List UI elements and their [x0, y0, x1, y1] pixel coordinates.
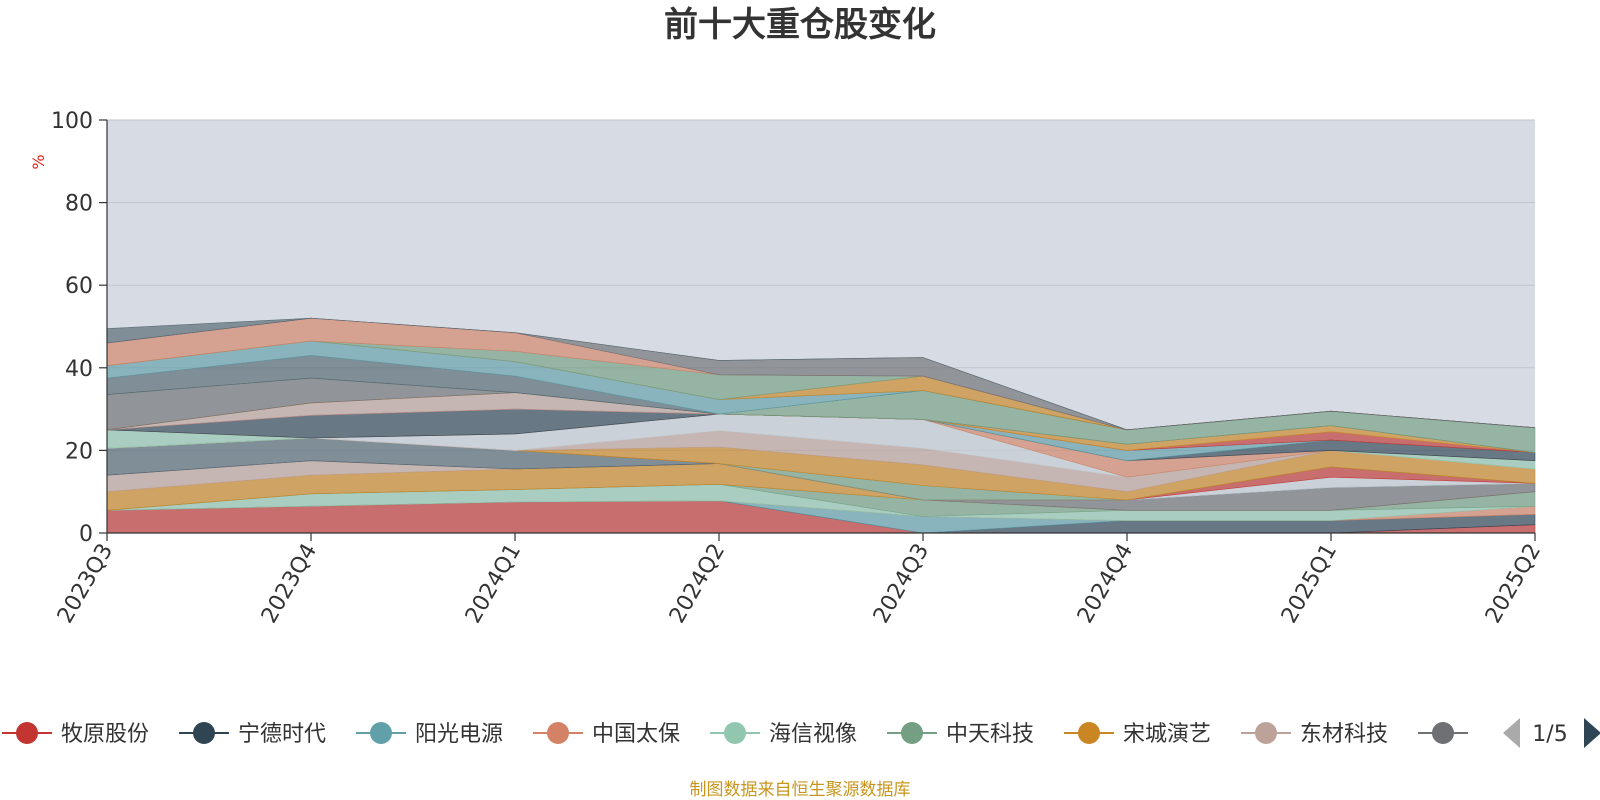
- y-tick-label-2: 40: [65, 357, 93, 382]
- legend-items: 牧原股份 宁德时代 阳光电源 中国太保 海信视像 中天科技 宋城演艺 东材科技: [2, 722, 1468, 747]
- legend-circle-icon: [1432, 722, 1454, 744]
- legend-label: 宁德时代: [238, 722, 326, 747]
- legend-label: 中国太保: [592, 722, 680, 747]
- legend-item-3[interactable]: 中国太保: [533, 722, 680, 747]
- legend-item-0[interactable]: 牧原股份: [2, 722, 149, 747]
- legend-prev-arrow-icon[interactable]: [1503, 718, 1520, 748]
- legend-circle-icon: [1078, 722, 1100, 744]
- legend: 牧原股份 宁德时代 阳光电源 中国太保 海信视像 中天科技 宋城演艺 东材科技: [2, 722, 1468, 747]
- legend-circle-icon: [547, 722, 569, 744]
- y-tick-label-0: 0: [79, 522, 93, 547]
- legend-item-2[interactable]: 阳光电源: [356, 722, 503, 747]
- y-axis-unit-label: %: [29, 154, 48, 169]
- legend-item-5[interactable]: 中天科技: [887, 722, 1034, 747]
- legend-item-1[interactable]: 宁德时代: [179, 722, 326, 747]
- y-tick-label-3: 60: [65, 274, 93, 299]
- legend-circle-icon: [901, 722, 923, 744]
- x-tick-label-6: 2025Q1: [1277, 540, 1342, 628]
- data-source-note: 制图数据来自恒生聚源数据库: [690, 780, 911, 800]
- legend-label: 东材科技: [1300, 722, 1388, 747]
- legend-circle-icon: [193, 722, 215, 744]
- legend-label: 海信视像: [769, 722, 857, 747]
- x-tick-label-5: 2024Q4: [1073, 540, 1138, 628]
- legend-item-7[interactable]: 东材科技: [1241, 722, 1388, 747]
- legend-page-indicator: 1/5: [1532, 722, 1567, 747]
- legend-item-6[interactable]: 宋城演艺: [1064, 722, 1211, 747]
- legend-label: 阳光电源: [415, 722, 503, 747]
- legend-circle-icon: [724, 722, 746, 744]
- y-tick-label-4: 80: [65, 192, 93, 217]
- x-tick-label-3: 2024Q2: [665, 540, 730, 628]
- legend-label: 宋城演艺: [1123, 722, 1211, 747]
- legend-item-8[interactable]: [1418, 722, 1468, 744]
- area-series-31: [106, 317, 1536, 431]
- legend-label: 中天科技: [946, 722, 1034, 747]
- legend-item-4[interactable]: 海信视像: [710, 722, 857, 747]
- legend-circle-icon: [370, 722, 392, 744]
- legend-circle-icon: [16, 722, 38, 744]
- x-tick-label-7: 2025Q2: [1481, 540, 1546, 628]
- x-tick-label-4: 2024Q3: [869, 540, 934, 628]
- x-tick-label-0: 2023Q3: [53, 540, 118, 628]
- legend-pager: 1/5: [1503, 718, 1600, 748]
- chart-title: 前十大重仓股变化: [664, 5, 936, 45]
- y-tick-label-5: 100: [51, 109, 93, 134]
- legend-label: 牧原股份: [61, 722, 149, 747]
- area-series-layer: [106, 317, 1536, 534]
- y-tick-label-1: 20: [65, 439, 93, 464]
- legend-next-arrow-icon[interactable]: [1584, 718, 1600, 748]
- legend-circle-icon: [1255, 722, 1277, 744]
- x-tick-label-2: 2024Q1: [461, 540, 526, 628]
- x-tick-label-1: 2023Q4: [257, 540, 322, 628]
